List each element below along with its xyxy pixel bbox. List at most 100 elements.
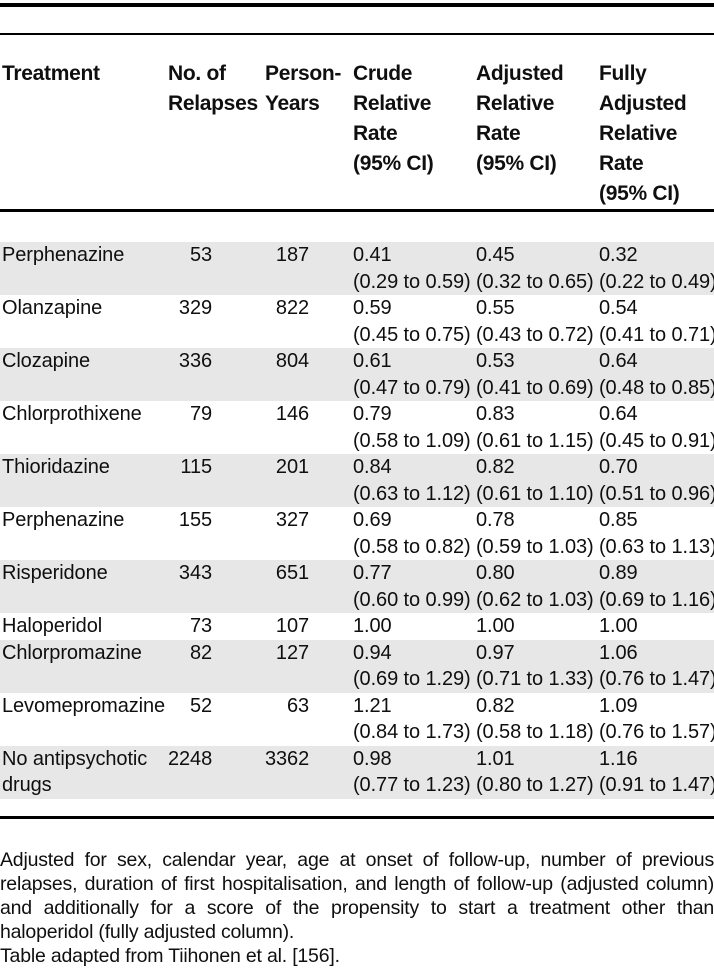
table-row: Perphenazine 53 187 0.41 (0.29 to 0.59) 0.45(… — [0, 242, 714, 295]
table-body: Perphenazine 53 187 0.41 (0.29 to 0.59) 0.45(… — [0, 242, 714, 799]
no-of-relapses-cell: 73 — [189, 615, 212, 637]
table-row: Levomepromazine 52 63 1.21 (0.84 to 1.73) 0.8… — [0, 693, 714, 746]
confidence-interval: (0.80 to 1.27) — [476, 774, 594, 796]
confidence-interval: (0.58 to 1.18) — [476, 721, 594, 743]
fully-adjusted-rate-cell: 1.09 (0.76 to 1.57) — [599, 693, 714, 746]
table-row: Chlorprothixene 79 146 0.79 (0.58 to 1.09) 0.… — [0, 401, 714, 454]
table-row: Clozapine 336 804 0.61 (0.47 to 0.79) 0.53 (0.… — [0, 348, 714, 401]
confidence-interval: (0.76 to 1.57) — [599, 721, 714, 743]
fully-adjusted-rate-cell: 0.54 (0.41 to 0.71) — [599, 295, 714, 348]
table-footnote: Adjusted for sex, calendar year, age at … — [0, 848, 714, 968]
person-years-cell: 63 — [286, 694, 309, 717]
treatment-cell: Risperidone — [2, 562, 108, 584]
header-bottom-rule — [0, 209, 714, 212]
adjusted-rate-cell: 0.55 (0.43 to 0.72) — [476, 295, 599, 348]
confidence-interval: (0.69 to 1.16) — [599, 588, 714, 611]
adjusted-rate-cell: 0.78 (0.59 to 1.03) — [476, 507, 599, 560]
confidence-interval: (0.58 to 1.09) — [353, 429, 471, 452]
table-header-row: Treatment No. of Relapses Person- Years … — [0, 35, 714, 209]
no-of-relapses-cell: 329 — [178, 297, 212, 319]
confidence-interval: (0.61 to 1.10) — [476, 482, 594, 505]
person-years-cell: 107 — [275, 615, 309, 637]
col-header-treatment: Treatment — [2, 62, 100, 85]
col-header-person-years: Person- Years — [265, 62, 342, 115]
adjusted-rate-cell: 0.82 (0.58 to 1.18) — [476, 693, 599, 746]
col-header-adjusted-relative-rate: Adjusted Relative Rate (95% CI) — [476, 62, 564, 175]
adjusted-rate-cell: 1.01 (0.80 to 1.27) — [476, 746, 599, 799]
crude-rate-cell: 0.41 (0.29 to 0.59) — [353, 242, 476, 295]
treatment-cell: Haloperidol — [2, 615, 103, 637]
fully-adjusted-rate-cell: 0.64 (0.48 to 0.85) — [599, 348, 714, 401]
bottom-rule — [0, 815, 714, 819]
treatment-cell: Thioridazine — [2, 456, 110, 478]
confidence-interval: (0.60 to 0.99) — [353, 588, 471, 611]
person-years-cell: 201 — [275, 456, 309, 478]
table-row: Thioridazine 115 201 0.84 (0.63 to 1.12) 0.82… — [0, 454, 714, 507]
treatment-cell: Olanzapine — [2, 297, 103, 319]
no-of-relapses-cell: 115 — [180, 456, 212, 478]
person-years-cell: 651 — [275, 562, 309, 584]
table-row: Perphenazine 155 327 0.69 (0.58 to 0.82) 0.78… — [0, 507, 714, 560]
confidence-interval: (0.91 to 1.47) — [599, 774, 714, 796]
confidence-interval: (0.47 to 0.79) — [353, 376, 471, 399]
table-row: No antipsychotic drugs 2248 3362 0.98 (0.77 … — [0, 745, 714, 799]
adjusted-rate-cell: 1.00 — [476, 615, 515, 637]
adjusted-rate-cell: 0.82 (0.61 to 1.10) — [476, 454, 599, 507]
confidence-interval: (0.84 to 1.73) — [353, 721, 471, 743]
confidence-interval: (0.41 to 0.71) — [599, 323, 714, 346]
confidence-interval: (0.48 to 0.85) — [599, 376, 714, 399]
confidence-interval: (0.62 to 1.03) — [476, 588, 594, 611]
crude-rate-cell: 1.21 (0.84 to 1.73) — [353, 693, 476, 746]
person-years-cell: 146 — [275, 403, 309, 425]
no-of-relapses-cell: 52 — [189, 694, 212, 717]
confidence-interval: (0.45 to 0.91) — [599, 429, 714, 452]
confidence-interval: (0.58 to 0.82) — [353, 535, 471, 558]
person-years-cell: 187 — [275, 244, 309, 266]
no-of-relapses-cell: 336 — [178, 350, 212, 372]
no-of-relapses-cell: 53 — [189, 244, 212, 266]
header-top-rule — [0, 33, 714, 35]
table-row: Olanzapine 329 822 0.59 (0.45 to 0.75) 0.55 (0… — [0, 295, 714, 348]
col-header-fully-adjusted-relative-rate: Fully Adjusted Relative Rate (95% CI) — [599, 62, 687, 205]
crude-rate-cell: 0.77 (0.60 to 0.99) — [353, 560, 476, 613]
confidence-interval: (0.63 to 1.12) — [353, 482, 471, 505]
top-rule — [0, 3, 714, 7]
person-years-cell: 822 — [275, 297, 309, 319]
treatment-cell: Chlorpromazine — [2, 641, 142, 664]
confidence-interval: (0.63 to 1.13) — [599, 535, 714, 558]
fully-adjusted-rate-cell: 0.89 (0.69 to 1.16) — [599, 560, 714, 613]
fully-adjusted-rate-cell: 0.32 (0.22 to 0.49) — [599, 242, 714, 295]
fully-adjusted-rate-cell: 0.85 (0.63 to 1.13) — [599, 507, 714, 560]
person-years-cell: 327 — [275, 509, 309, 531]
treatment-cell: Perphenazine — [2, 509, 125, 531]
no-of-relapses-cell: 79 — [189, 403, 212, 425]
treatment-cell: No antipsychotic drugs — [2, 747, 148, 797]
confidence-interval: (0.45 to 0.75) — [353, 323, 471, 346]
person-years-cell: 804 — [275, 350, 309, 372]
crude-rate-cell: 0.61 (0.47 to 0.79) — [353, 348, 476, 401]
person-years-cell: 3362 — [265, 747, 310, 770]
fully-adjusted-rate-cell: 1.00 — [599, 615, 638, 637]
fully-adjusted-rate-cell: 1.06 (0.76 to 1.47) — [599, 640, 714, 693]
treatment-cell: Perphenazine — [2, 244, 125, 266]
confidence-interval: (0.43 to 0.72) — [476, 323, 594, 346]
confidence-interval: (0.61 to 1.15) — [476, 429, 594, 452]
crude-rate-cell: 0.79 (0.58 to 1.09) — [353, 401, 476, 454]
table-row: Haloperidol 73 107 1.00 1.00 1.00 — [0, 613, 714, 640]
confidence-interval: (0.69 to 1.29) — [353, 668, 471, 690]
crude-rate-cell: 0.98 (0.77 to 1.23) — [353, 746, 476, 799]
crude-rate-cell: 0.59 (0.45 to 0.75) — [353, 295, 476, 348]
confidence-interval: (0.41 to 0.69) — [476, 376, 594, 399]
confidence-interval: (0.22 to 0.49) — [599, 270, 714, 293]
no-of-relapses-cell: 82 — [189, 641, 212, 664]
crude-rate-cell: 0.69 (0.58 to 0.82) — [353, 507, 476, 560]
crude-rate-cell: 1.00 — [353, 615, 392, 637]
confidence-interval: (0.32 to 0.65) — [476, 270, 594, 293]
fully-adjusted-rate-cell: 0.64 (0.45 to 0.91) — [599, 401, 714, 454]
no-of-relapses-cell: 2248 — [168, 747, 213, 770]
no-of-relapses-cell: 343 — [178, 562, 212, 584]
confidence-interval: (0.51 to 0.96) — [599, 482, 714, 505]
table-row: Risperidone 343 651 0.77 (0.60 to 0.99) 0.80(… — [0, 560, 714, 613]
adjusted-rate-cell: 0.80 (0.62 to 1.03) — [476, 560, 599, 613]
fully-adjusted-rate-cell: 0.70 (0.51 to 0.96) — [599, 454, 714, 507]
